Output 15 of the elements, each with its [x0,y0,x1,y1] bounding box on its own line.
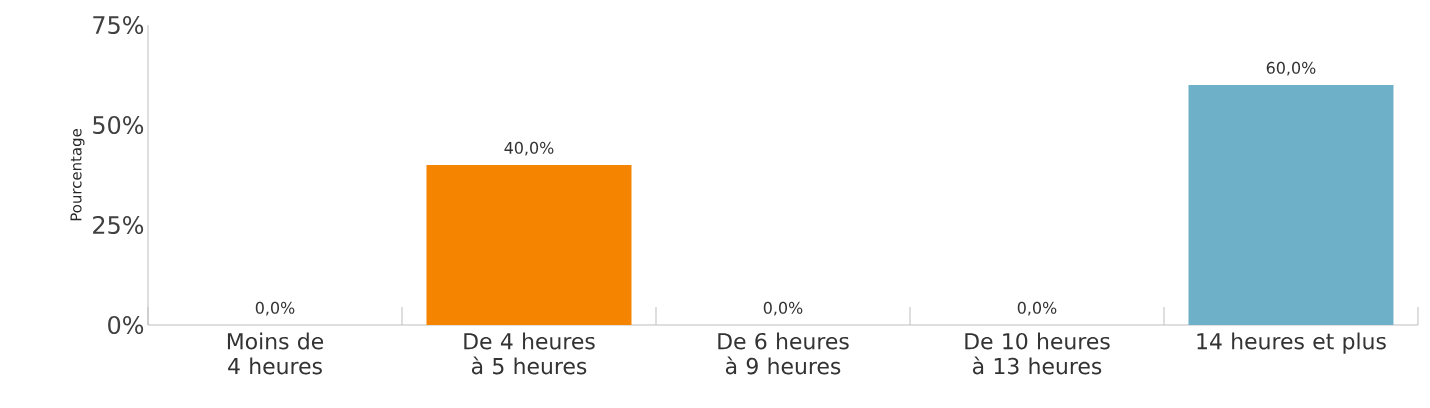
data-label: 60,0% [1266,61,1316,76]
data-label: 0,0% [763,301,803,316]
x-tick-label: De 4 heures à 5 heures [464,332,595,375]
y-axis-title: Pourcentage [70,129,85,221]
y-tick-label: 0% [108,315,144,335]
x-tick-label: De 6 heures à 9 heures [718,332,849,375]
x-tick-label: Moins de 4 heures [227,332,324,375]
y-tick-label: 50% [93,115,144,135]
y-tick-label: 25% [93,215,144,235]
data-label: 0,0% [1017,301,1057,316]
data-label: 40,0% [504,141,554,156]
y-tick-label: 75% [93,15,144,35]
x-tick-label: 14 heures et plus [1197,332,1386,354]
x-tick-label: De 10 heures à 13 heures [965,332,1110,375]
data-label: 0,0% [255,301,295,316]
